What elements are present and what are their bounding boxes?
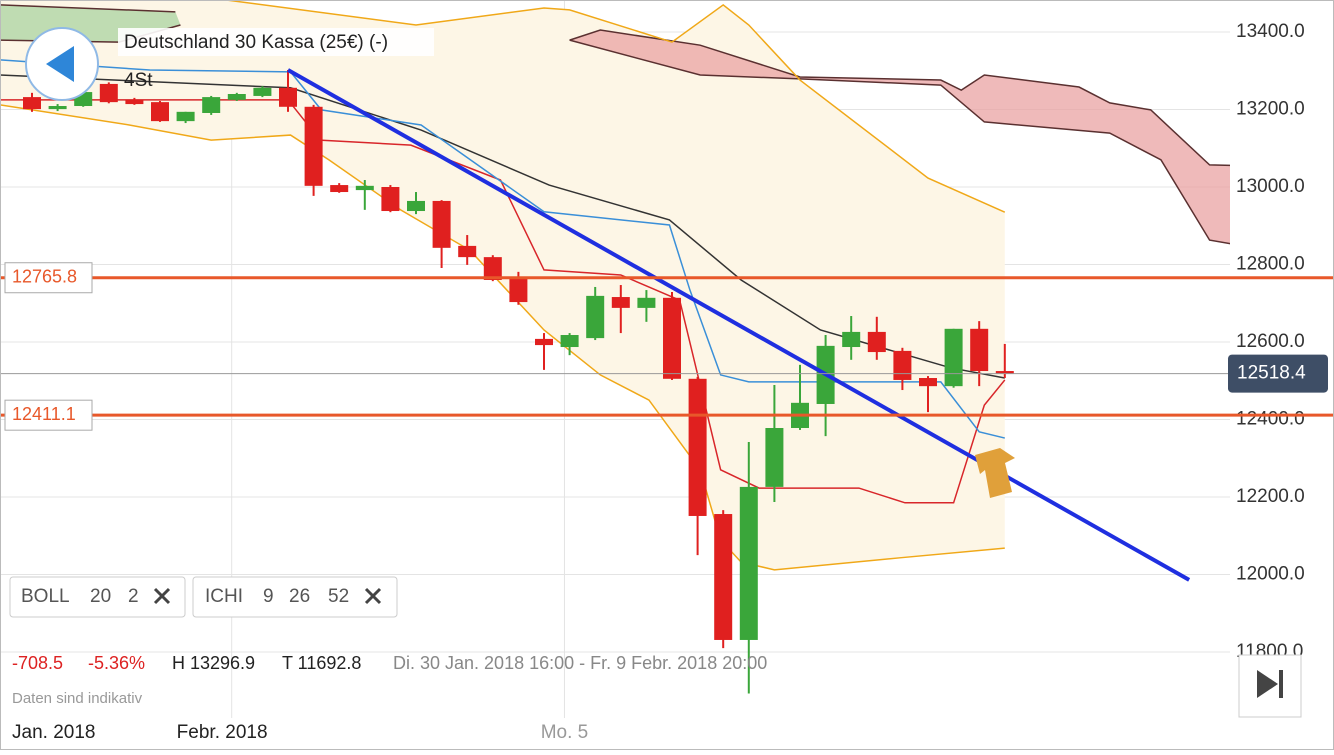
candle-body: [483, 257, 502, 280]
candle-body: [995, 371, 1014, 374]
cloud: [569, 30, 1230, 244]
ichi-chip[interactable]: [192, 576, 398, 618]
y-tick-label: 12600.0: [1236, 331, 1305, 352]
candle-body: [407, 200, 425, 212]
level-label: 12411.1: [12, 404, 76, 424]
candle-body: [125, 99, 144, 105]
band-line: [220, 0, 1006, 213]
candle-body: [99, 83, 118, 103]
indicator-name: ICHI: [205, 586, 243, 607]
candle-body: [663, 297, 681, 379]
end-icon: [1257, 670, 1278, 698]
candle-body: [842, 331, 861, 348]
indicator-param: 26: [289, 586, 310, 607]
candle-body: [893, 350, 912, 380]
indicator-param: 9: [263, 586, 274, 607]
candle-body: [867, 331, 886, 353]
candle-body: [355, 185, 374, 191]
x-tick-label: Febr. 2018: [177, 722, 268, 743]
note: Daten sind indikativ: [12, 690, 143, 707]
candle-body: [253, 87, 272, 96]
y-tick-label: 13000.0: [1236, 176, 1305, 197]
candle-body: [304, 106, 323, 186]
x-axis-bg: [1, 718, 1229, 749]
low: T 11692.8: [282, 653, 361, 673]
indicator-param: 20: [90, 586, 111, 607]
x-axis: 13400.0 13200.0 13000.0 12800.0 12600.0 12400…: [0, 21, 1334, 749]
remove-icon[interactable]: [364, 587, 382, 605]
x-tick-label: Mo. 5: [541, 722, 589, 743]
instrument: Deutschland 30 Kassa (25€) (-): [124, 32, 388, 53]
candle-body: [586, 295, 605, 339]
boll-chip[interactable]: [9, 576, 186, 618]
end-icon: [1279, 670, 1283, 698]
candle-body: [509, 278, 528, 303]
cloud-edge: [569, 39, 1230, 245]
candle-body: [227, 94, 246, 100]
price-label: 12518.4: [1237, 363, 1306, 384]
trend-line: [287, 68, 1191, 582]
candle-body: [151, 102, 169, 122]
candle-body: [330, 185, 349, 193]
y-tick-label: 12400.0: [1236, 408, 1305, 429]
change: -708.5: [12, 653, 63, 673]
candle-body: [458, 245, 477, 258]
indicator-name: BOLL: [21, 586, 70, 607]
candle-body: [637, 297, 656, 308]
back-icon: [46, 46, 74, 82]
indicator-param: 2: [128, 586, 139, 607]
y-tick-label: 12000.0: [1236, 563, 1305, 584]
y-tick-label: 12200.0: [1236, 486, 1305, 507]
candle-body: [48, 106, 67, 110]
remove-icon[interactable]: [153, 587, 171, 605]
range: Di. 30 Jan. 2018 16:00 - Fr. 9 Febr. 201…: [393, 653, 767, 673]
candle-body: [919, 378, 937, 387]
indicator-param: 52: [328, 586, 349, 607]
candle-body: [381, 186, 400, 212]
y-tick-label: 12800.0: [1236, 254, 1305, 275]
candle-body: [739, 486, 758, 640]
price-badge: [1228, 354, 1328, 393]
period: 4St: [124, 70, 153, 91]
arrow: [975, 448, 1015, 498]
candle-body: [23, 97, 41, 110]
candle-body: [535, 338, 553, 346]
candle-body: [970, 328, 989, 372]
candle-body: [176, 111, 195, 122]
high: H 13296.9: [172, 653, 255, 673]
cloud-edge: [0, 4, 176, 13]
y-tick-label: 13400.0: [1236, 21, 1305, 42]
cloud-edge: [569, 29, 1230, 167]
candle-body: [765, 428, 784, 487]
plot: [0, 0, 1230, 718]
candle-body: [279, 87, 297, 107]
candle-body: [611, 297, 630, 308]
x-tick-label: Jan. 2018: [12, 722, 95, 743]
level-label: 12765.8: [12, 266, 77, 286]
level-box: [4, 262, 93, 294]
change-pct: -5.36%: [88, 653, 145, 673]
candle-body: [202, 97, 221, 113]
candle-body: [432, 200, 451, 248]
candle-body: [714, 514, 733, 640]
title-bg: [118, 28, 434, 56]
y-tick-label: 13200.0: [1236, 99, 1305, 120]
candle-body: [688, 378, 707, 516]
candle-body: [944, 328, 963, 387]
candle-body: [560, 335, 579, 348]
level-box: [4, 399, 93, 431]
